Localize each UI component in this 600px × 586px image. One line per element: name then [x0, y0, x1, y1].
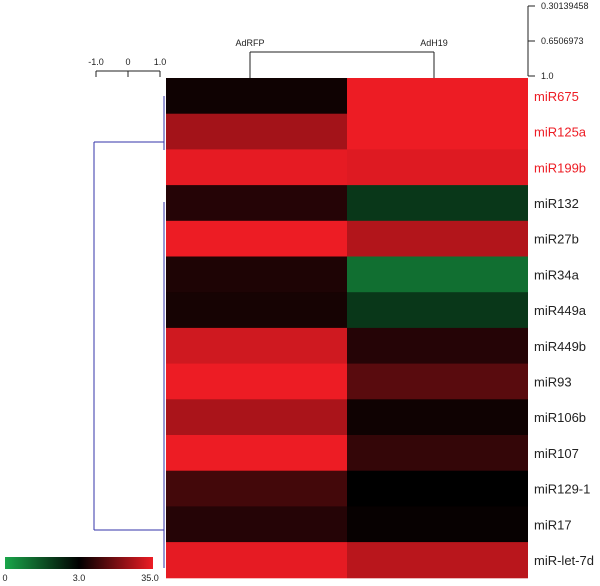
heatmap-cell [166, 506, 347, 543]
heatmap-cell [347, 435, 528, 472]
column-dendrogram: AdRFP AdH19 [235, 38, 448, 80]
row-label: miR106b [534, 410, 586, 425]
heatmap-cell [166, 113, 347, 150]
heatmap-cell [166, 185, 347, 222]
heatmap-cells [166, 78, 528, 579]
heatmap-cell [166, 78, 347, 115]
row-labels: miR675 miR125a miR199b miR132 miR27b miR34a mi… [534, 89, 594, 568]
row-label: miR449b [534, 339, 586, 354]
heatmap-cell [166, 399, 347, 436]
row-label: miR199b [534, 160, 586, 175]
heatmap-cell [347, 506, 528, 543]
heatmap-cell [166, 470, 347, 507]
row-label: miR449a [534, 303, 587, 318]
row-label: miR34a [534, 267, 580, 282]
color-scale-label: 0 [2, 573, 7, 583]
row-label: miR17 [534, 517, 572, 532]
heatmap-cell [166, 435, 347, 472]
heatmap-cell [347, 470, 528, 507]
column-label-adrfp: AdRFP [235, 38, 264, 48]
color-scale-legend: 0 3.0 35.0 [2, 557, 159, 583]
heatmap-cell [347, 327, 528, 365]
column-scale: -1.0 0 1.0 [88, 57, 166, 77]
heatmap-cell [166, 327, 347, 365]
color-scale-label: 3.0 [73, 573, 86, 583]
color-scale-bar [5, 557, 153, 569]
heatmap-cell [347, 78, 528, 115]
heatmap-cell [166, 363, 347, 400]
heatmap-cell [347, 542, 528, 579]
heatmap-cell [347, 220, 528, 257]
heatmap-cell [347, 256, 528, 293]
row-similarity-scale: 0.30139458 0.6506973 1.0 [527, 1, 589, 81]
row-label: miR107 [534, 446, 579, 461]
row-label: miR-let-7d [534, 553, 594, 568]
heatmap-cell [347, 113, 528, 150]
row-scale-tick-label: 0.6506973 [541, 36, 584, 46]
heatmap-cell [166, 292, 347, 329]
column-scale-tick-label: -1.0 [88, 57, 104, 67]
heatmap-cell [347, 149, 528, 186]
row-label: miR125a [534, 125, 587, 140]
heatmap-cell [166, 256, 347, 293]
heatmap-cell [347, 185, 528, 222]
column-scale-tick-label: 0 [125, 57, 130, 67]
column-label-adh19: AdH19 [420, 38, 448, 48]
row-label: miR675 [534, 89, 579, 104]
heatmap-cell [347, 399, 528, 436]
color-scale-label: 35.0 [141, 573, 159, 583]
row-dendrogram [93, 96, 165, 568]
heatmap-cell [166, 220, 347, 257]
heatmap-cell [166, 149, 347, 186]
row-label: miR132 [534, 196, 579, 211]
column-scale-tick-label: 1.0 [154, 57, 167, 67]
heatmap-cell [347, 292, 528, 329]
row-label: miR129-1 [534, 482, 590, 497]
heatmap-cell [347, 363, 528, 400]
row-label: miR27b [534, 232, 579, 247]
row-label: miR93 [534, 375, 572, 390]
row-scale-tick-label: 1.0 [541, 71, 554, 81]
row-scale-tick-label: 0.30139458 [541, 1, 589, 11]
heatmap-cell [166, 542, 347, 579]
